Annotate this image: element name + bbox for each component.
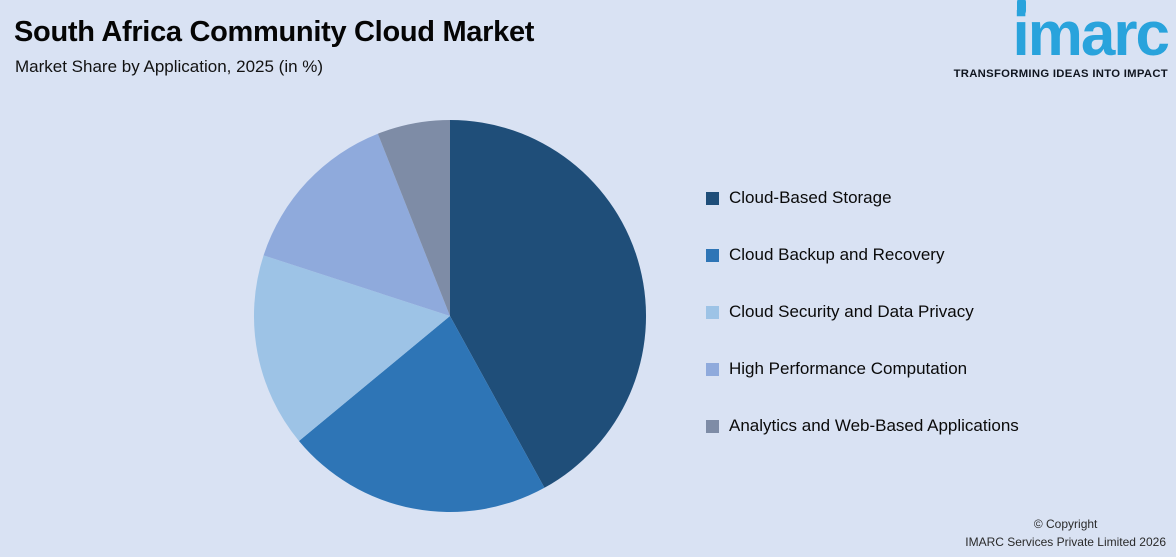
imarc-logo-text: imarc xyxy=(1012,0,1170,69)
pie-slice-5 xyxy=(377,119,450,316)
header: South Africa Community Cloud Market Mark… xyxy=(14,16,534,77)
copyright-line2: IMARC Services Private Limited 2026 xyxy=(965,535,1166,549)
legend: Cloud-Based Storage Cloud Backup and Reco… xyxy=(706,188,1019,436)
pie-slice-1 xyxy=(450,119,647,488)
legend-swatch-icon xyxy=(706,305,719,319)
pie-slice-3 xyxy=(253,255,450,441)
page-title: South Africa Community Cloud Market xyxy=(14,16,535,48)
copyright-line1: © Copyright xyxy=(1033,517,1098,531)
pie-chart xyxy=(253,119,647,513)
legend-item: High Performance Computation xyxy=(706,359,1019,379)
legend-item: Cloud Backup and Recovery xyxy=(706,245,1019,265)
imarc-logo-wordmark: imarc xyxy=(1013,0,1170,66)
legend-swatch-icon xyxy=(706,248,719,262)
legend-swatch-icon xyxy=(706,419,719,433)
pie-slice-2 xyxy=(298,316,545,513)
pie-slice-4 xyxy=(263,133,450,316)
legend-label: Cloud Security and Data Privacy xyxy=(729,302,974,321)
legend-label: Analytics and Web-Based Applications xyxy=(729,416,1019,435)
page-subtitle: Market Share by Application, 2025 (in %) xyxy=(15,57,324,76)
legend-label: Cloud-Based Storage xyxy=(729,188,892,207)
imarc-logo: imarc TRANSFORMING IDEAS INTO IMPACT xyxy=(938,0,1170,80)
imarc-logo-tagline: TRANSFORMING IDEAS INTO IMPACT xyxy=(953,68,1168,80)
legend-label: High Performance Computation xyxy=(729,359,968,378)
legend-item: Analytics and Web-Based Applications xyxy=(706,416,1019,436)
copyright: © Copyright IMARC Services Private Limit… xyxy=(965,515,1166,551)
imarc-logo-dot-icon xyxy=(1016,0,1026,15)
legend-item: Cloud Security and Data Privacy xyxy=(706,302,1019,322)
legend-swatch-icon xyxy=(706,362,719,376)
legend-swatch-icon xyxy=(706,191,719,205)
legend-item: Cloud-Based Storage xyxy=(706,188,1019,208)
legend-label: Cloud Backup and Recovery xyxy=(729,245,945,264)
